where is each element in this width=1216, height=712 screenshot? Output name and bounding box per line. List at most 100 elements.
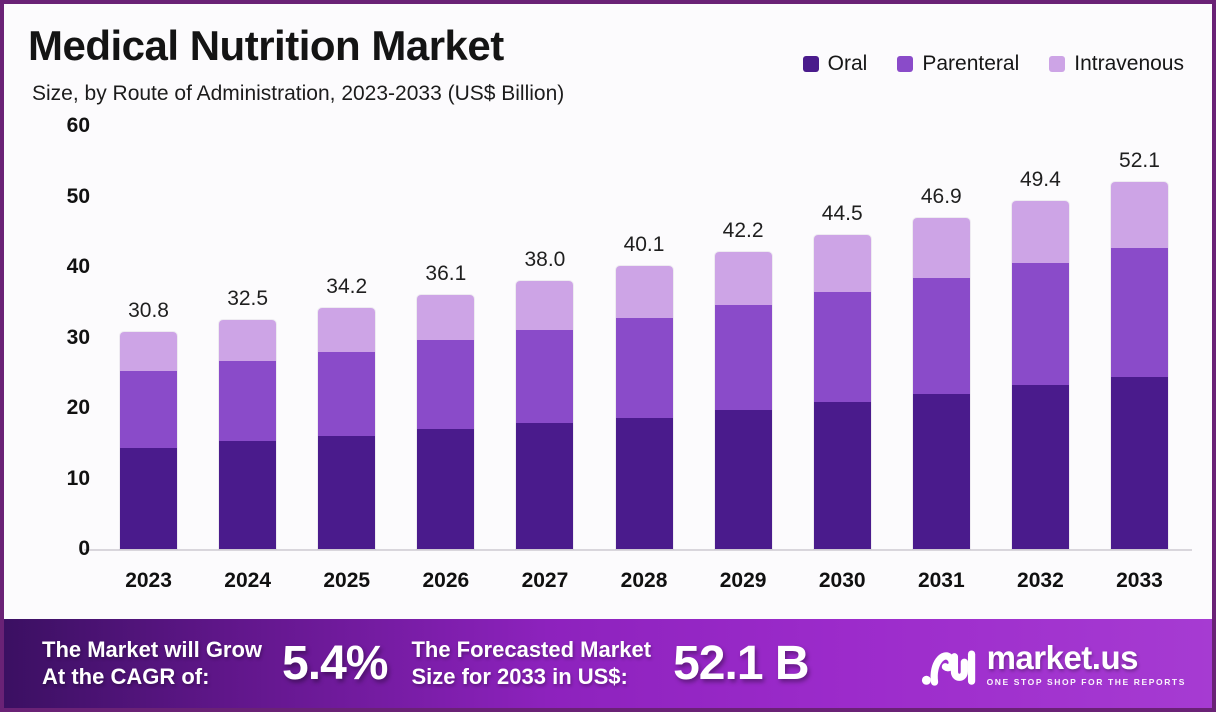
bar-segment-oral bbox=[1011, 385, 1069, 549]
bar-segment-intravenous bbox=[1011, 200, 1069, 263]
y-axis-tick-label: 20 bbox=[66, 396, 90, 419]
bar-column: 40.1 bbox=[594, 233, 693, 549]
bar-total-label: 40.1 bbox=[623, 233, 665, 257]
bar-segment-parenteral bbox=[1110, 247, 1168, 377]
bar-column: 44.5 bbox=[793, 202, 892, 549]
market-us-brand: market.us ONE STOP SHOP FOR THE REPORTS bbox=[921, 640, 1186, 688]
stacked-bar-chart: 0 10 20 30 40 50 60 30.8 32.5 34.2 36.1 38.0 40.1 42… bbox=[4, 4, 1212, 604]
legend-item-oral: Oral bbox=[802, 52, 868, 76]
bars: 30.8 32.5 34.2 36.1 38.0 40.1 42.2 44.5 46.9 49.4… bbox=[99, 126, 1189, 549]
bar-column: 49.4 bbox=[991, 168, 1090, 549]
x-axis-label: 2027 bbox=[521, 569, 569, 592]
bar-segment-parenteral bbox=[714, 305, 772, 411]
bar-segment-parenteral bbox=[912, 277, 970, 394]
bar-stack bbox=[417, 294, 475, 549]
bar-stack bbox=[120, 331, 178, 549]
x-axis-labels: 2023 2024 2025 2026 2027 2028 2029 2030 2031 2032… bbox=[99, 569, 1189, 593]
cagr-label: The Market will Grow At the CAGR of: bbox=[42, 637, 262, 691]
bar-total-label: 42.2 bbox=[722, 218, 764, 242]
bar-segment-parenteral bbox=[417, 340, 475, 430]
legend-item-parenteral: Parenteral bbox=[897, 52, 1019, 76]
legend-swatch-intravenous bbox=[1049, 56, 1066, 72]
legend-label: Intravenous bbox=[1074, 52, 1184, 75]
x-axis-label: 2025 bbox=[323, 569, 371, 592]
bar-segment-parenteral bbox=[615, 317, 673, 418]
bar-segment-parenteral bbox=[318, 351, 376, 436]
forecast-value: 52.1 B bbox=[673, 637, 809, 690]
bar-segment-parenteral bbox=[1011, 262, 1069, 386]
bar-stack bbox=[1011, 200, 1069, 549]
y-axis-tick-label: 10 bbox=[66, 466, 90, 490]
bar-total-label: 44.5 bbox=[821, 202, 863, 226]
x-axis-label: 2028 bbox=[620, 569, 668, 592]
bar-segment-intravenous bbox=[120, 331, 178, 371]
bar-total-label: 49.4 bbox=[1019, 167, 1061, 191]
cagr-label-line1: The Market will Grow bbox=[42, 636, 263, 662]
legend: Oral Parenteral Intravenous bbox=[802, 52, 1184, 76]
y-axis: 0 10 20 30 40 50 60 bbox=[40, 114, 90, 560]
bar-segment-oral bbox=[318, 435, 376, 549]
bar-total-label: 30.8 bbox=[128, 298, 169, 322]
y-axis-tick-label: 30 bbox=[66, 325, 90, 349]
bar-column: 30.8 bbox=[99, 299, 198, 549]
bar-segment-oral bbox=[714, 410, 772, 549]
bar-column: 46.9 bbox=[892, 185, 991, 549]
bar-column: 32.5 bbox=[198, 287, 297, 549]
bar-segment-intravenous bbox=[912, 218, 970, 278]
brand-text: market.us ONE STOP SHOP FOR THE REPORTS bbox=[987, 641, 1186, 687]
bar-segment-oral bbox=[417, 429, 475, 549]
bar-segment-oral bbox=[813, 401, 871, 549]
bar-total-label: 46.9 bbox=[920, 185, 962, 209]
bar-stack bbox=[912, 218, 970, 549]
bar-total-label: 38.0 bbox=[524, 248, 566, 272]
bar-segment-parenteral bbox=[813, 292, 871, 402]
cagr-value: 5.4% bbox=[282, 637, 388, 690]
bar-stack bbox=[615, 266, 673, 549]
y-axis-tick-label: 50 bbox=[66, 184, 90, 208]
bar-stack bbox=[219, 319, 277, 549]
bar-segment-parenteral bbox=[120, 370, 178, 449]
x-axis-label: 2023 bbox=[125, 569, 172, 592]
market-us-logo-icon bbox=[921, 649, 975, 686]
bar-segment-oral bbox=[1110, 376, 1168, 549]
legend-swatch-oral bbox=[802, 56, 819, 72]
x-axis-label: 2029 bbox=[719, 569, 767, 592]
summary-banner: The Market will Grow At the CAGR of: 5.4… bbox=[4, 619, 1212, 708]
forecast-label: The Forecasted Market Size for 2033 in U… bbox=[411, 637, 651, 691]
bar-total-label: 32.5 bbox=[227, 286, 269, 310]
legend-label: Parenteral bbox=[922, 52, 1020, 75]
bar-segment-parenteral bbox=[516, 329, 574, 423]
x-axis-label: 2032 bbox=[1017, 569, 1064, 592]
bar-segment-oral bbox=[912, 393, 970, 549]
bar-segment-intravenous bbox=[813, 235, 871, 293]
bar-total-label: 34.2 bbox=[326, 274, 368, 298]
bar-column: 38.0 bbox=[495, 248, 594, 549]
legend-item-intravenous: Intravenous bbox=[1049, 52, 1184, 76]
bar-segment-intravenous bbox=[417, 294, 475, 341]
bar-segment-intravenous bbox=[1110, 181, 1168, 248]
legend-label: Oral bbox=[827, 52, 868, 75]
brand-name: market.us bbox=[986, 638, 1139, 676]
forecast-label-line2: Size for 2033 in US$: bbox=[411, 663, 628, 689]
bar-column: 42.2 bbox=[694, 219, 793, 549]
bar-column: 36.1 bbox=[396, 262, 495, 549]
bar-column: 34.2 bbox=[297, 275, 396, 549]
x-axis-label: 2026 bbox=[422, 569, 470, 592]
bar-stack bbox=[516, 281, 574, 549]
x-axis-label: 2033 bbox=[1116, 569, 1163, 592]
bar-stack bbox=[318, 307, 376, 549]
bar-total-label: 36.1 bbox=[425, 261, 467, 285]
x-axis-label: 2030 bbox=[818, 569, 866, 592]
bar-stack bbox=[1110, 181, 1168, 549]
bar-segment-oral bbox=[516, 422, 574, 549]
bar-segment-parenteral bbox=[219, 360, 277, 442]
bar-segment-intravenous bbox=[219, 319, 277, 361]
x-axis-label: 2031 bbox=[917, 569, 965, 592]
bar-segment-intravenous bbox=[615, 266, 673, 318]
bar-stack bbox=[714, 251, 772, 549]
bar-segment-intravenous bbox=[516, 281, 574, 330]
brand-tagline: ONE STOP SHOP FOR THE REPORTS bbox=[986, 676, 1186, 687]
bar-segment-intravenous bbox=[714, 251, 772, 306]
bar-column: 52.1 bbox=[1090, 149, 1189, 549]
